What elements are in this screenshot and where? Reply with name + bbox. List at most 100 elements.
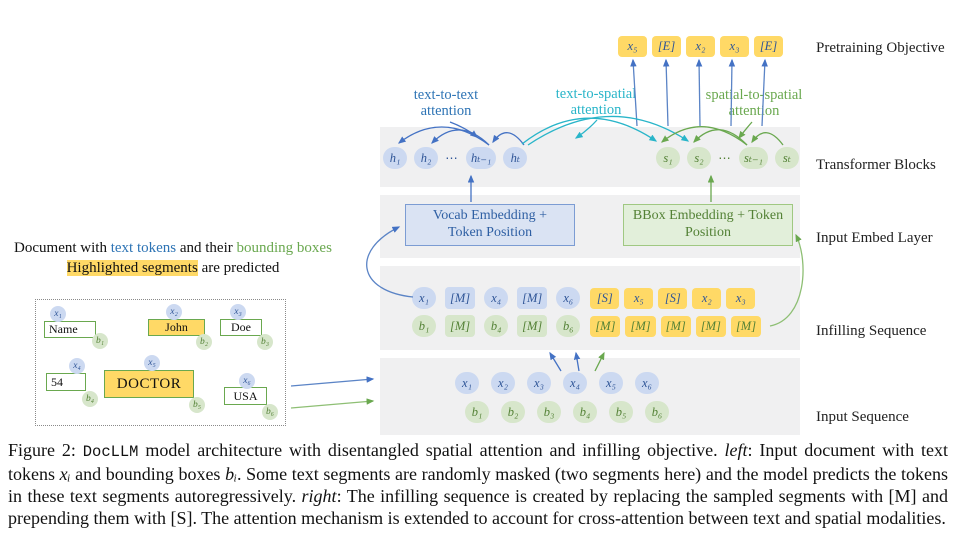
doc-b-token: b₂ [196,334,212,350]
infill-token: [M] [730,315,762,337]
h-token-row: h₁ h₂ ⋯ hₜ₋₁ hₜ [383,147,528,169]
text-segment: . Some text segments are randomly masked… [8,464,949,506]
infill-token: [S] [590,287,620,309]
infill-token: x₃ [726,287,756,309]
doc-field-john: John [148,319,205,336]
s-token: s₁ [656,147,680,169]
infill-token: x₅ [624,287,654,309]
infill-token: [M] [445,315,476,337]
input-token: b₃ [537,401,561,423]
doc-b-token: b₁ [92,333,108,349]
sample-document-box: x₁ Name b₁ x₂ John b₂ x₃ Doe b₃ x₄ 54 b₄… [35,299,286,426]
infilling-b-row: b₁ [M] b₄ [M] b₆ [M] [M] [M] [M] [M] [412,315,762,337]
doc-b-token: b₆ [262,404,278,420]
input-x-row: x₁ x₂ x₃ x₄ x₅ x₆ [455,372,659,394]
input-token: x₁ [455,372,479,394]
doc-x-token: x₅ [144,355,160,371]
vocab-embedding-box: Vocab Embedding + Token Position [405,204,575,246]
figure-caption: Figure 2: DocLLM model architecture with… [8,439,948,529]
infill-token: [S] [658,287,688,309]
text-segment: : Input document with text tokens [8,440,948,484]
infill-token: [M] [695,315,726,337]
h-token: ⋯ [445,150,459,165]
text-segment: : The infilling sequence is created by r… [8,486,948,528]
input-token: x₃ [527,372,551,394]
legend-line-2: Highlighted segments are predicted [6,260,340,277]
infill-token: [M] [517,287,548,309]
infilling-sequence-label: Infilling Sequence [816,323,927,339]
input-token: x₆ [635,372,659,394]
text-segment: bᵢ [225,464,237,484]
s-token: ⋯ [718,150,732,165]
input-token: b₂ [501,401,525,423]
input-token: x₂ [491,372,515,394]
infill-token: [M] [660,315,691,337]
infilling-x-plain-group: x₁ [M] x₄ [M] x₆ [412,287,581,309]
infill-token: x₂ [692,287,722,309]
infill-token: x₆ [556,287,581,309]
text-to-text-attention-label: text-to-text attention [413,87,479,120]
doc-x-token: x₃ [230,304,246,320]
infill-token: [M] [517,315,548,337]
s-token: sₜ₋₁ [739,147,768,169]
text-segment: model architecture with disentangled spa… [138,440,725,460]
text-segment: Highlighted segments [66,260,198,276]
pretraining-token: [E] [652,36,681,57]
text-segment: right [301,486,337,506]
text-segment: left [724,440,748,460]
text-segment: Figure 2: [8,440,83,460]
infilling-x-row: x₁ [M] x₄ [M] x₆ [S] x₅ [S] x₂ x₃ [412,287,756,309]
input-sequence-label: Input Sequence [816,409,909,425]
input-token: x₄ [563,372,587,394]
text-segment: and their [176,240,237,256]
infill-token: x₄ [484,287,509,309]
infilling-b-plain-group: b₁ [M] b₄ [M] b₆ [412,315,581,337]
text-segment: text tokens [110,240,177,256]
h-token: h₂ [414,147,438,169]
input-token: b₆ [645,401,669,423]
legend-line-1: Document with text tokens and their boun… [6,240,340,257]
spatial-to-spatial-attention-label: spatial-to-spatial attention [705,87,803,120]
input-b-row: b₁ b₂ b₃ b₄ b₅ b₆ [465,401,669,423]
doc-x-token: x₁ [50,306,66,322]
input-band [380,358,800,435]
input-token: x₅ [599,372,623,394]
doc-b-token: b₅ [189,397,205,413]
input-embed-layer-label: Input Embed Layer [816,230,933,246]
pretraining-token: x₂ [686,36,715,57]
document-to-input-arrows [290,376,375,409]
transformer-blocks-label: Transformer Blocks [816,157,936,173]
text-segment: xᵢ [59,464,71,484]
doc-field-doe: Doe [220,319,262,336]
doc-field-54: 54 [46,373,86,391]
text-segment: are predicted [197,260,280,276]
s-token: sₜ [774,147,799,169]
doc-x-token: x₆ [239,373,255,389]
input-token: b₁ [465,401,489,423]
text-to-spatial-attention-label: text-to-spatial attention [555,86,637,119]
doc-field-usa: USA [224,387,267,405]
text-segment: and bounding boxes [70,464,226,484]
h-token: hₜ [503,147,528,169]
text-segment: bounding boxes [236,240,332,256]
infill-token: b₁ [412,315,436,337]
h-token: hₜ₋₁ [466,147,497,169]
input-token: b₄ [573,401,597,423]
pretraining-token: [E] [754,36,783,57]
h-token: h₁ [383,147,407,169]
bbox-embedding-box: BBox Embedding + Token Position [623,204,793,246]
doc-field-name: Name [44,321,96,338]
pretraining-token: x₅ [618,36,647,57]
infill-token: b₆ [556,315,581,337]
doc-b-token: b₃ [257,334,273,350]
infill-token: [M] [625,315,656,337]
s-token-row: s₁ s₂ ⋯ sₜ₋₁ sₜ [656,147,799,169]
pretraining-token-row: x₅ [E] x₂ x₃ [E] [618,36,783,57]
pretraining-token: x₃ [720,36,749,57]
input-token: b₅ [609,401,633,423]
text-segment: Document with [14,240,111,256]
infill-token: x₁ [412,287,436,309]
infill-token: b₄ [484,315,509,337]
doc-b-token: b₄ [82,391,98,407]
